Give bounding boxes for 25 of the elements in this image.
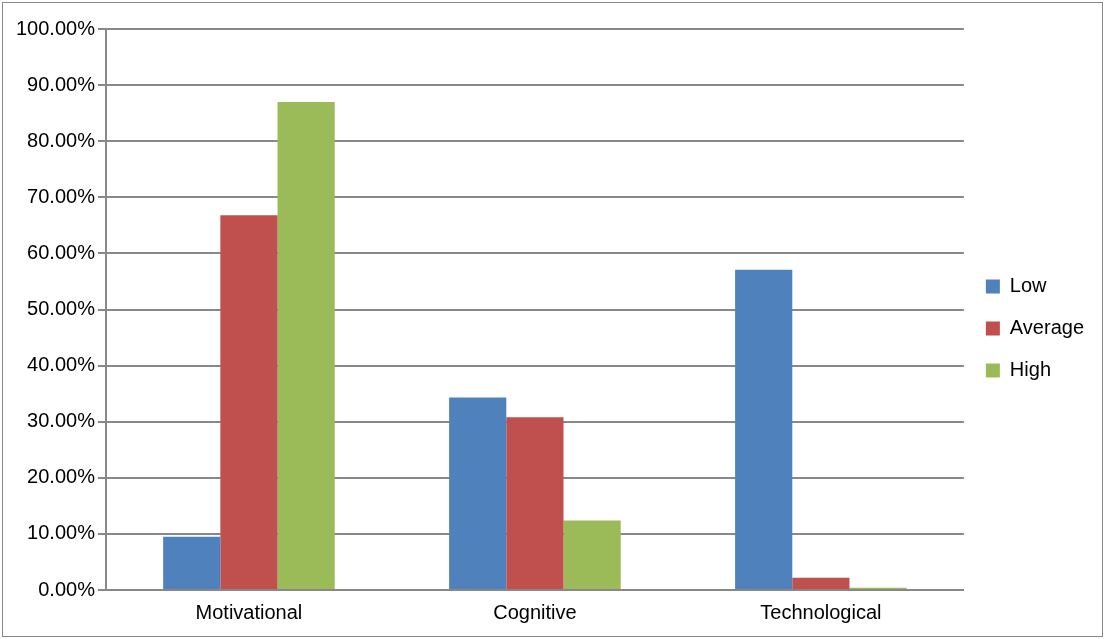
x-tick-label: Technological	[760, 600, 882, 623]
legend-label: Low	[1009, 274, 1048, 297]
y-tick-label: 50.00%	[27, 297, 96, 320]
x-tick-label: Cognitive	[493, 600, 577, 623]
legend-label: High	[1009, 358, 1052, 381]
bar	[792, 577, 850, 589]
bar	[163, 536, 221, 589]
y-tick-label: 60.00%	[27, 240, 96, 263]
y-tick-label: 10.00%	[27, 521, 96, 544]
y-tick-label: 70.00%	[27, 184, 96, 207]
y-tick-label: 0.00%	[38, 577, 96, 600]
y-tick-label: 40.00%	[27, 353, 96, 376]
y-tick-label: 90.00%	[27, 72, 96, 95]
bar	[220, 215, 278, 589]
y-tick-label: 20.00%	[27, 465, 96, 488]
bar	[735, 269, 793, 589]
y-tick-label: 80.00%	[27, 128, 96, 151]
bar	[277, 101, 335, 589]
bar	[506, 417, 564, 589]
x-tick-label: Motivational	[195, 600, 303, 623]
y-tick-label: 100.00%	[15, 16, 96, 39]
bar	[449, 397, 507, 589]
legend-label: Average	[1009, 316, 1085, 339]
y-tick-label: 30.00%	[27, 409, 96, 432]
bar	[563, 520, 621, 589]
